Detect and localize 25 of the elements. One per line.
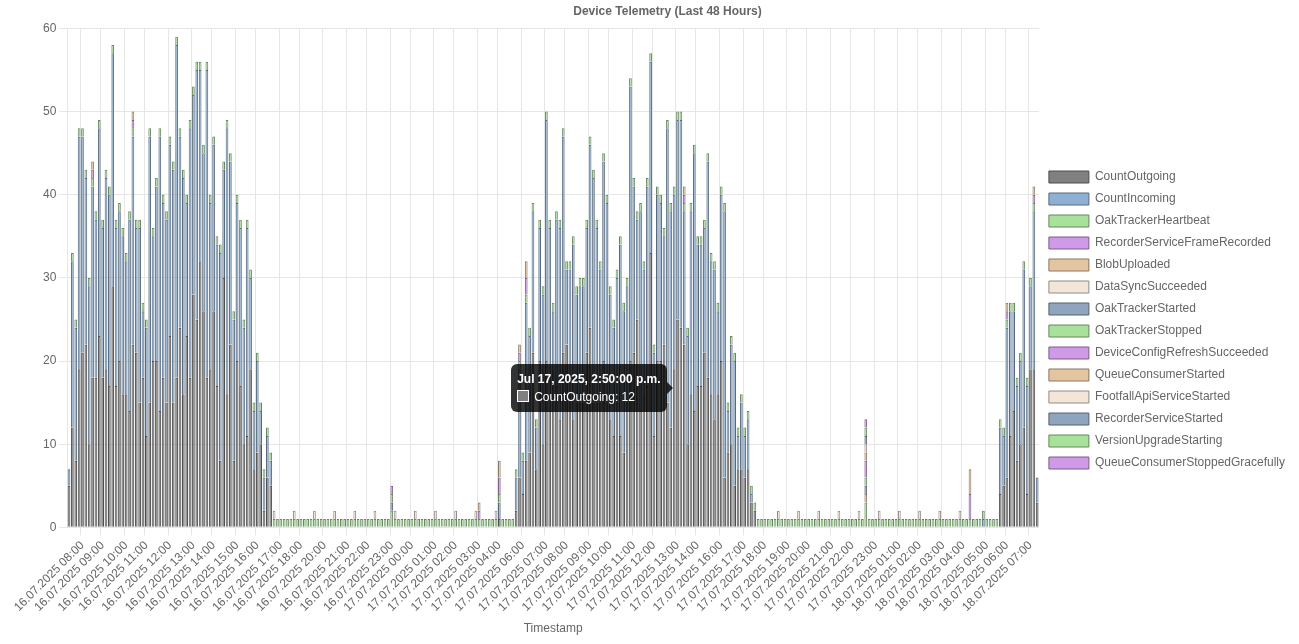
y-tick-label: 40 — [42, 187, 57, 202]
legend-label: QueueConsumerStoppedGracefully — [1094, 455, 1285, 470]
legend-label: BlobUploaded — [1094, 257, 1171, 272]
x-axis-title: Timestamp — [523, 621, 583, 636]
chart-title: Device Telemetry (Last 48 Hours) — [573, 3, 762, 18]
legend-label: OakTrackerHeartbeat — [1094, 213, 1211, 228]
legend-label: VersionUpgradeStarting — [1094, 433, 1223, 448]
legend-label: DataSyncSucceeded — [1094, 279, 1207, 294]
annotation: Jul 17, 2025, 2:50:00 p.m. — [517, 371, 661, 386]
y-tick-label: 30 — [42, 270, 57, 285]
legend-label: RecorderServiceFrameRecorded — [1094, 235, 1271, 250]
legend-label: DeviceConfigRefreshSucceeded — [1094, 345, 1269, 360]
annotation: CountOutgoing: 12 — [534, 389, 635, 404]
y-tick-label: 60 — [42, 20, 57, 35]
legend-label: CountIncoming — [1094, 191, 1176, 206]
legend-label: OakTrackerStopped — [1094, 323, 1202, 338]
legend-label: QueueConsumerStarted — [1094, 367, 1225, 382]
legend-label: RecorderServiceStarted — [1094, 411, 1223, 426]
y-tick-label: 50 — [42, 103, 57, 118]
legend-label: CountOutgoing — [1094, 169, 1176, 184]
y-tick-label: 0 — [49, 519, 57, 534]
y-tick-label: 20 — [42, 353, 57, 368]
legend-label: OakTrackerStarted — [1094, 301, 1196, 316]
legend-label: FootfallApiServiceStarted — [1094, 389, 1231, 404]
y-tick-label: 10 — [42, 436, 57, 451]
